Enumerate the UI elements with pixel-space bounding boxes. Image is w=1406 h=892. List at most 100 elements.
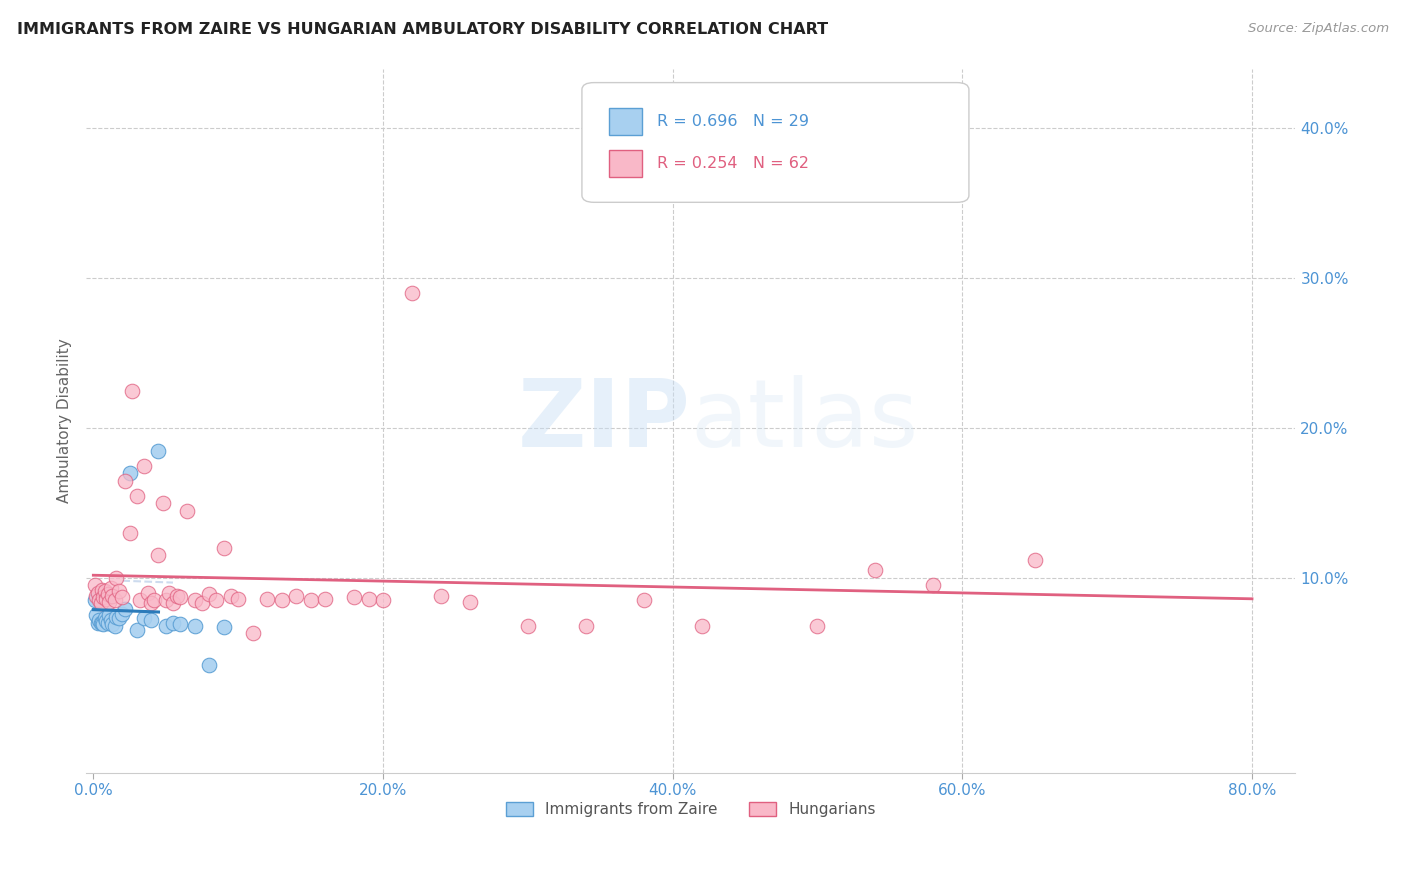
Point: [148, 549, 170, 563]
Point: [430, 589, 453, 603]
Point: [108, 611, 131, 625]
Point: [111, 607, 134, 621]
Point: [111, 591, 134, 605]
Bar: [609, 150, 643, 177]
Point: [256, 591, 278, 606]
Point: [242, 626, 264, 640]
Point: [83, 578, 105, 592]
Point: [143, 593, 166, 607]
Point: [97, 615, 120, 630]
Point: [299, 593, 322, 607]
Point: [155, 593, 177, 607]
FancyBboxPatch shape: [582, 83, 969, 202]
Point: [357, 591, 380, 606]
Point: [166, 589, 188, 603]
Point: [104, 619, 127, 633]
Point: [205, 593, 228, 607]
Point: [270, 593, 292, 607]
Point: [128, 593, 150, 607]
Point: [93, 617, 115, 632]
Point: [86, 586, 108, 600]
Point: [96, 615, 118, 629]
Point: [285, 589, 308, 603]
Point: [94, 611, 117, 625]
Point: [401, 286, 423, 301]
Point: [125, 624, 148, 638]
Point: [212, 620, 235, 634]
Point: [162, 615, 184, 630]
Point: [633, 593, 655, 607]
Text: atlas: atlas: [690, 375, 920, 467]
Point: [98, 595, 121, 609]
Point: [138, 586, 160, 600]
Point: [104, 593, 127, 607]
Legend: Immigrants from Zaire, Hungarians: Immigrants from Zaire, Hungarians: [498, 795, 883, 825]
Point: [157, 586, 180, 600]
Point: [183, 619, 205, 633]
Point: [101, 617, 124, 632]
Point: [90, 596, 112, 610]
Point: [98, 608, 121, 623]
Point: [84, 589, 107, 603]
Point: [114, 474, 136, 488]
Point: [343, 591, 366, 605]
Point: [516, 619, 538, 633]
Point: [93, 591, 115, 605]
Point: [121, 384, 143, 398]
Point: [141, 596, 163, 610]
Point: [212, 541, 235, 555]
Point: [97, 587, 120, 601]
Point: [169, 617, 191, 632]
Point: [87, 593, 110, 607]
Point: [90, 615, 112, 630]
Point: [96, 591, 118, 606]
Point: [162, 596, 184, 610]
Point: [169, 591, 191, 605]
Point: [155, 619, 177, 633]
Point: [91, 615, 114, 630]
Point: [91, 582, 114, 597]
Point: [191, 596, 214, 610]
Point: [198, 657, 221, 672]
Point: [1024, 553, 1046, 567]
Point: [314, 591, 336, 606]
Text: ZIP: ZIP: [517, 375, 690, 467]
Point: [118, 466, 141, 480]
Point: [183, 593, 205, 607]
Point: [87, 613, 110, 627]
Point: [114, 602, 136, 616]
Point: [141, 613, 163, 627]
Point: [806, 619, 828, 633]
Point: [108, 584, 131, 599]
Point: [101, 589, 124, 603]
Point: [575, 619, 598, 633]
Text: R = 0.696   N = 29: R = 0.696 N = 29: [657, 114, 808, 128]
Text: R = 0.254   N = 62: R = 0.254 N = 62: [657, 156, 808, 171]
Point: [198, 587, 221, 601]
Point: [84, 608, 107, 623]
Point: [148, 443, 170, 458]
Point: [125, 489, 148, 503]
Point: [371, 593, 394, 607]
Point: [105, 610, 128, 624]
Point: [176, 503, 198, 517]
Point: [152, 496, 174, 510]
Point: [226, 591, 249, 606]
Point: [458, 595, 481, 609]
Point: [118, 526, 141, 541]
Point: [219, 589, 242, 603]
Point: [86, 615, 108, 630]
Point: [922, 578, 945, 592]
Point: [100, 613, 122, 627]
Point: [690, 619, 713, 633]
Point: [100, 582, 122, 596]
Bar: [609, 108, 643, 135]
Point: [94, 584, 117, 599]
Point: [132, 611, 155, 625]
Text: Source: ZipAtlas.com: Source: ZipAtlas.com: [1249, 22, 1389, 36]
Y-axis label: Ambulatory Disability: Ambulatory Disability: [58, 338, 72, 503]
Point: [83, 593, 105, 607]
Point: [865, 564, 887, 578]
Point: [105, 571, 128, 585]
Text: IMMIGRANTS FROM ZAIRE VS HUNGARIAN AMBULATORY DISABILITY CORRELATION CHART: IMMIGRANTS FROM ZAIRE VS HUNGARIAN AMBUL…: [17, 22, 828, 37]
